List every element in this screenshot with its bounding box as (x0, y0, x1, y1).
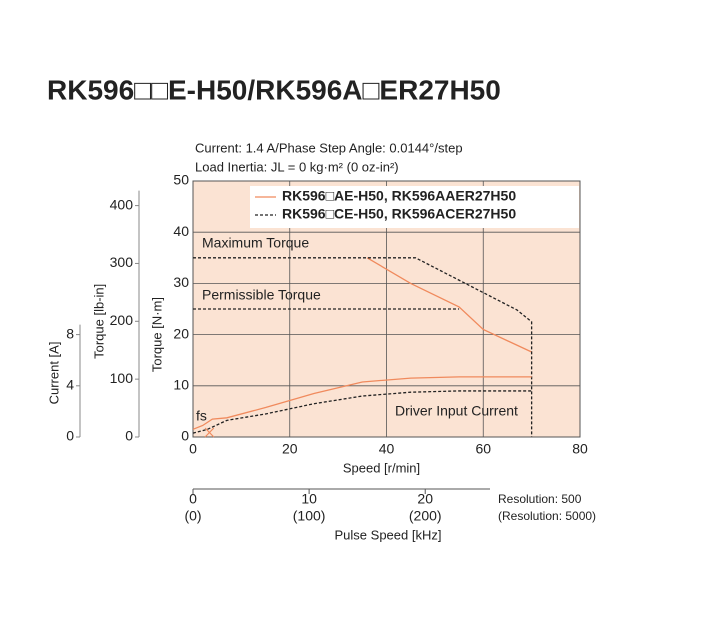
pulse-tick-label: 10 (301, 491, 317, 507)
x-tick-label: 20 (282, 441, 298, 457)
annotation: Driver Input Current (395, 403, 518, 419)
annotation: fs (196, 408, 207, 424)
pulse-tick-label: (100) (293, 508, 326, 524)
y-tick-label: 20 (173, 325, 189, 341)
y-axis-label: Torque [lb-in] (91, 284, 106, 359)
y-tick-label: 100 (110, 370, 134, 386)
y-tick-label: 300 (110, 254, 134, 270)
fs-marker (204, 427, 215, 438)
subtitle: Current: 1.4 A/Phase Step Angle: 0.0144°… (195, 140, 463, 155)
series-line (193, 257, 533, 437)
series-line (366, 257, 532, 353)
series-line (192, 376, 532, 430)
y-tick-label: 30 (173, 274, 189, 290)
annotation: Maximum Torque (202, 235, 309, 251)
y-tick-label: 4 (66, 377, 74, 393)
legend-label: RK596□CE-H50, RK596ACER27H50 (282, 206, 516, 222)
y-axis-label: Torque [N·m] (149, 297, 164, 372)
legend-label: RK596□AE-H50, RK596AAER27H50 (282, 188, 516, 204)
y-tick-label: 200 (110, 312, 134, 328)
x-axis-label: Speed [r/min] (343, 460, 420, 475)
y-tick-label: 0 (125, 428, 133, 444)
pulse-tick-label: 20 (417, 491, 433, 507)
x-tick-label: 60 (475, 441, 491, 457)
subtitle: Load Inertia: JL = 0 kg·m² (0 oz-in²) (195, 159, 399, 174)
annotation: Permissible Torque (202, 287, 321, 303)
pulse-note: Resolution: 500 (498, 492, 582, 506)
pulse-tick-label: (0) (184, 508, 201, 524)
y-tick-label: 400 (110, 196, 134, 212)
pulse-tick-label: 0 (189, 491, 197, 507)
chart-title: RK596□□E-H50/RK596A□ER27H50 (47, 74, 501, 105)
pulse-tick-label: (200) (409, 508, 442, 524)
y-tick-label: 8 (66, 325, 74, 341)
pulse-axis-label: Pulse Speed [kHz] (335, 527, 442, 542)
x-tick-label: 0 (189, 441, 197, 457)
pulse-note: (Resolution: 5000) (498, 509, 596, 523)
legend-box (250, 186, 579, 228)
y-tick-label: 10 (173, 377, 189, 393)
series-line (192, 390, 532, 434)
x-tick-label: 40 (379, 441, 395, 457)
x-tick-label: 80 (572, 441, 588, 457)
y-axis-label: Current [A] (46, 342, 61, 405)
y-tick-label: 0 (181, 428, 189, 444)
y-tick-label: 0 (66, 428, 74, 444)
y-tick-label: 40 (173, 223, 189, 239)
y-tick-label: 50 (173, 172, 189, 188)
